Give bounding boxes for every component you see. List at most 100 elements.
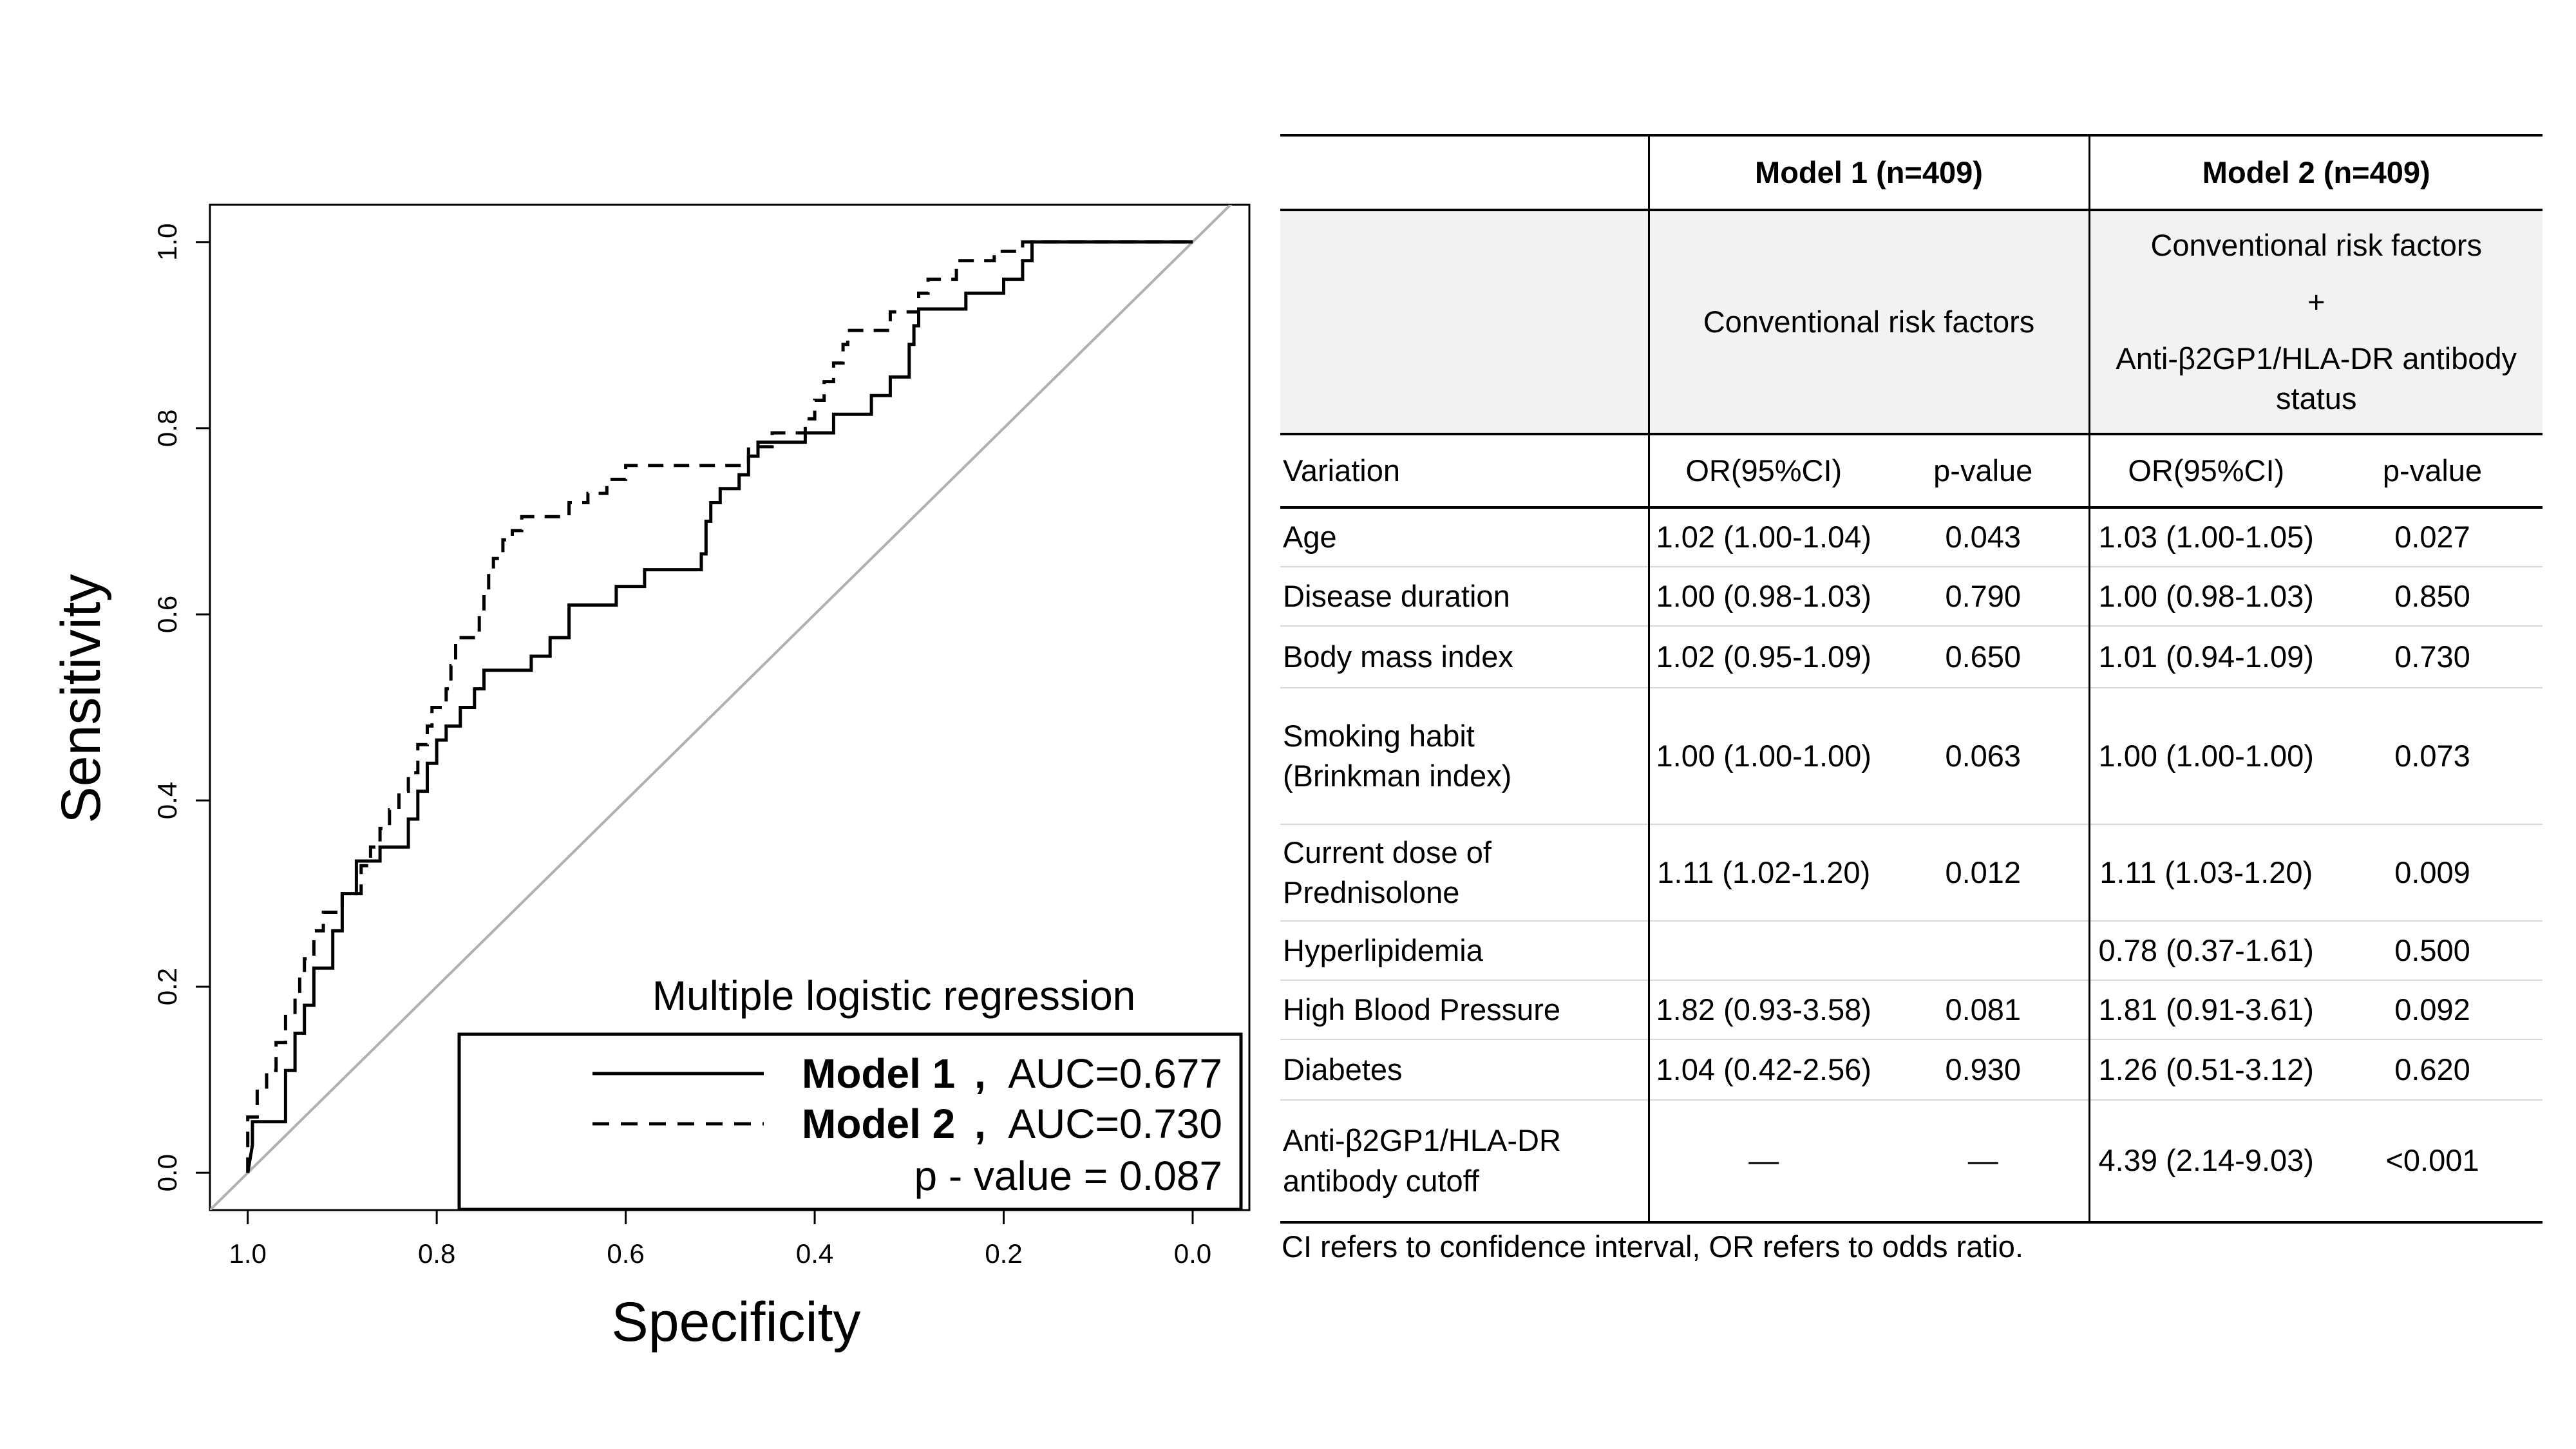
y-tick-label: 0.2: [152, 968, 182, 1005]
table-row: Age 1.02 (1.00-1.04) 0.043 1.03 (1.00-1.…: [1280, 507, 2543, 567]
row-or-model2: 1.00 (1.00-1.00): [2088, 688, 2322, 824]
col-or-model1: OR(95%CI): [1647, 434, 1878, 507]
row-or-model1: 1.04 (0.42-2.56): [1647, 1039, 1878, 1100]
row-variable: High Blood Pressure: [1283, 992, 1561, 1027]
header-blank: [1280, 135, 1649, 210]
roc-chart: 1.0 0.8 0.6 0.4 0.2 0.0 0.0 0.2 0.4 0.6 0.8 1.0 Sen…: [50, 204, 1251, 1353]
row-p-model1: 0.043: [1945, 520, 2022, 554]
x-tick-label: 0.8: [418, 1238, 455, 1269]
reference-diagonal: [210, 205, 1233, 1210]
description-blank: [1280, 210, 1649, 434]
row-p-model1: [1878, 921, 2089, 980]
row-or-model1: —: [1647, 1100, 1878, 1222]
row-variable: Body mass index: [1283, 639, 1513, 674]
y-tick-label: 0.6: [152, 596, 182, 633]
row-p-model1: 0.012: [1945, 855, 2022, 889]
row-or-model1: [1647, 921, 1878, 980]
x-axis-label: Specificity: [611, 1291, 860, 1353]
header-model2: Model 2 (n=409): [2088, 135, 2543, 210]
row-or-model2: 1.03 (1.00-1.05): [2088, 507, 2322, 567]
roc-curve-model-1: [246, 240, 1193, 1173]
table-row: High Blood Pressure 1.82 (0.93-3.58) 0.0…: [1280, 980, 2543, 1039]
row-or-model2: 1.26 (0.51-3.12): [2088, 1039, 2322, 1100]
row-p-model2: 0.620: [2394, 1052, 2470, 1086]
legend-title: Multiple logistic regression: [652, 972, 1136, 1019]
model2-desc-plus: +: [2307, 284, 2325, 319]
row-or-model2: 1.00 (0.98-1.03): [2088, 567, 2322, 626]
legend-model1-comma: ,: [974, 1050, 986, 1097]
col-p-model2: p-value: [2382, 453, 2483, 488]
model2-desc-line2: Anti-β2GP1/HLA-DR antibody status: [2116, 341, 2517, 416]
row-variable: Diabetes: [1283, 1052, 1403, 1086]
model-description-row: Conventional risk factors Conventional r…: [1280, 210, 2543, 434]
row-p-model2: 0.850: [2394, 578, 2470, 613]
legend-model2-name: Model 2: [802, 1101, 955, 1147]
row-p-model2: 0.092: [2394, 992, 2470, 1027]
table-row: Diabetes 1.04 (0.42-2.56) 0.930 1.26 (0.…: [1280, 1039, 2543, 1100]
legend-model2-comma: ,: [974, 1101, 986, 1147]
row-or-model2: 0.78 (0.37-1.61): [2088, 921, 2322, 980]
legend-model1-auc: AUC=0.677: [1008, 1050, 1222, 1097]
x-tick-label: 0.2: [985, 1238, 1022, 1269]
legend-model2-auc: AUC=0.730: [1008, 1101, 1222, 1147]
model1-description: Conventional risk factors: [1647, 210, 2089, 434]
table-row: Body mass index 1.02 (0.95-1.09) 0.650 1…: [1280, 626, 2543, 688]
row-or-model1: 1.00 (0.98-1.03): [1647, 567, 1878, 626]
y-tick-label: 0.8: [152, 410, 182, 447]
row-or-model1: 1.11 (1.02-1.20): [1647, 824, 1878, 921]
regression-table: Model 1 (n=409) Model 2 (n=409) Conventi…: [1280, 134, 2543, 1224]
row-p-model2: 0.500: [2394, 933, 2470, 967]
model2-desc-line1: Conventional risk factors: [2150, 227, 2483, 262]
model2-description: Conventional risk factors + Anti-β2GP1/H…: [2088, 210, 2543, 434]
x-tick-label: 0.4: [796, 1238, 833, 1269]
row-p-model2: 0.009: [2394, 855, 2470, 889]
y-tick-label: 0.4: [152, 782, 182, 819]
row-variable: Smoking habit (Brinkman index): [1283, 718, 1512, 793]
row-p-model2: 0.073: [2394, 738, 2470, 773]
row-variable: Hyperlipidemia: [1283, 933, 1483, 967]
table-row: Current dose of Prednisolone 1.11 (1.02-1…: [1280, 824, 2543, 921]
y-tick-label: 0.0: [152, 1154, 182, 1191]
table-row: Smoking habit (Brinkman index) 1.00 (1.00…: [1280, 688, 2543, 824]
row-p-model1: 0.790: [1945, 578, 2022, 613]
plot-area: 1.0 0.8 0.6 0.4 0.2 0.0 0.0 0.2 0.4 0.6 0.8 1.0: [152, 204, 1251, 1269]
table-row: Anti-β2GP1/HLA-DR antibody cutoff — — 4.3…: [1280, 1100, 2543, 1222]
row-p-model1: 0.930: [1945, 1052, 2022, 1086]
row-variable: Anti-β2GP1/HLA-DR antibody cutoff: [1283, 1123, 1561, 1198]
table-header-row: Model 1 (n=409) Model 2 (n=409): [1280, 135, 2543, 210]
row-or-model2: 1.81 (0.91-3.61): [2088, 980, 2322, 1039]
col-p-model1: p-value: [1933, 453, 2033, 488]
x-tick-label: 1.0: [229, 1238, 266, 1269]
row-variable: Age: [1283, 520, 1337, 554]
header-model1: Model 1 (n=409): [1647, 135, 2089, 210]
row-or-model2: 1.11 (1.03-1.20): [2088, 824, 2322, 921]
col-or-model2: OR(95%CI): [2088, 434, 2322, 507]
row-or-model1: 1.00 (1.00-1.00): [1647, 688, 1878, 824]
row-p-model1: 0.063: [1945, 738, 2022, 773]
row-p-model1: 0.650: [1945, 639, 2022, 674]
col-variation: Variation: [1283, 453, 1401, 488]
x-tick-label: 0.6: [607, 1238, 644, 1269]
table-footnote: CI refers to confidence interval, OR ref…: [1282, 1229, 2024, 1264]
x-tick-label: 0.0: [1174, 1238, 1211, 1269]
y-tick-label: 1.0: [152, 223, 182, 261]
row-or-model2: 1.01 (0.94-1.09): [2088, 626, 2322, 688]
row-p-model2: 0.730: [2394, 639, 2470, 674]
y-axis-label: Sensitivity: [50, 574, 112, 823]
row-or-model1: 1.02 (0.95-1.09): [1647, 626, 1878, 688]
row-or-model2: 4.39 (2.14-9.03): [2088, 1100, 2322, 1222]
legend-p-value: p - value = 0.087: [914, 1153, 1222, 1199]
table-row: Disease duration 1.00 (0.98-1.03) 0.790 …: [1280, 567, 2543, 626]
row-variable: Disease duration: [1283, 578, 1510, 613]
row-or-model1: 1.82 (0.93-3.58): [1647, 980, 1878, 1039]
regression-table-container: Model 1 (n=409) Model 2 (n=409) Conventi…: [1280, 134, 2543, 1224]
row-p-model1: —: [1967, 1143, 1998, 1178]
table-row: Hyperlipidemia 0.78 (0.37-1.61) 0.500: [1280, 921, 2543, 980]
row-p-model1: 0.081: [1945, 992, 2022, 1027]
roc-curve-model-2: [246, 240, 1193, 1173]
legend-box: [457, 1032, 1243, 1211]
legend-model1-name: Model 1: [802, 1050, 955, 1097]
column-header-row: Variation OR(95%CI) p-value OR(95%CI) p-…: [1280, 434, 2543, 507]
row-or-model1: 1.02 (1.00-1.04): [1647, 507, 1878, 567]
row-p-model2: 0.027: [2394, 520, 2470, 554]
